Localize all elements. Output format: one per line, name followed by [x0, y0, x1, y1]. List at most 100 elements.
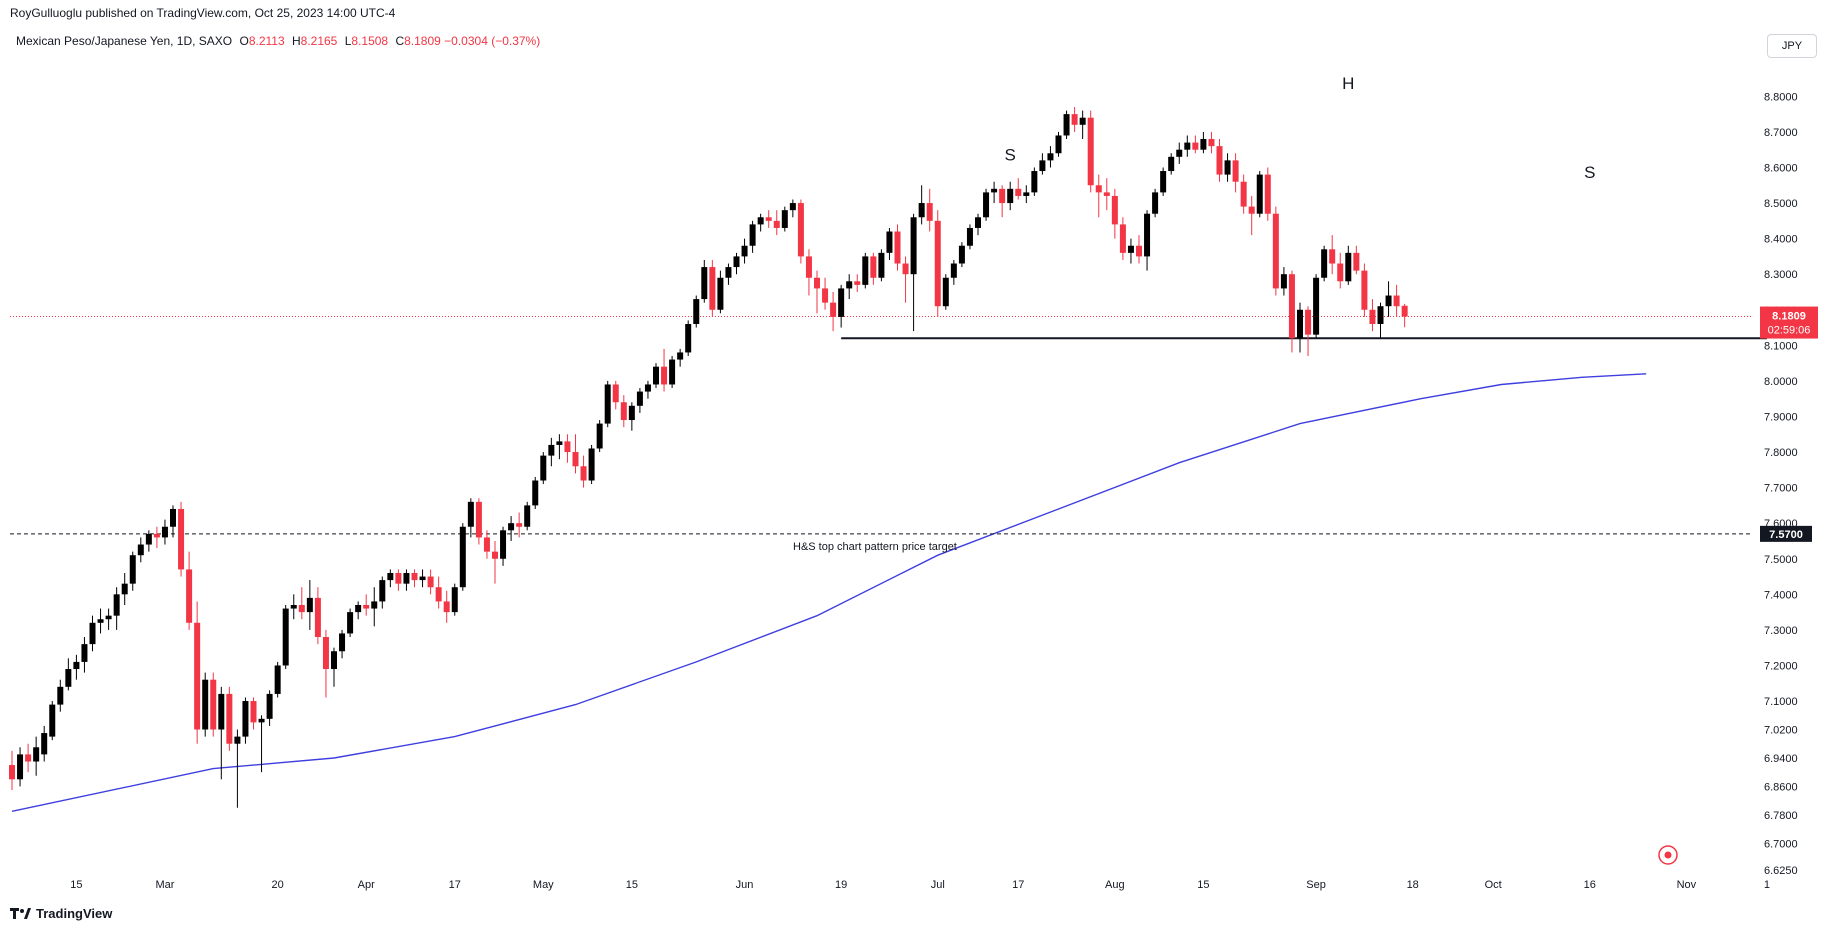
candle: [564, 434, 571, 463]
candle: [1136, 235, 1142, 264]
candle-body: [1136, 245, 1142, 257]
candle-body: [395, 572, 402, 584]
reference-lines-layer: H&S top chart pattern price target: [10, 316, 1767, 553]
candle-body: [685, 323, 692, 353]
x-tick-label: Nov: [1677, 879, 1697, 891]
currency-button[interactable]: JPY: [1767, 34, 1817, 58]
candle-body: [363, 605, 370, 609]
candle: [749, 220, 756, 253]
candle-body: [17, 754, 24, 780]
candle: [934, 210, 941, 317]
candle-body: [459, 526, 466, 588]
y-tick-label: 7.5000: [1764, 554, 1798, 566]
candle-body: [81, 644, 88, 662]
y-tick-label: 7.9000: [1764, 411, 1798, 423]
candle-body: [620, 402, 627, 421]
x-tick-label: 17: [1012, 879, 1024, 891]
time-axis[interactable]: 15 Mar 20 Apr 17 May 15 Jun 19 Jul 17 Aug 15 Sep 18 Oct…: [70, 879, 1770, 891]
candle-body: [89, 622, 96, 645]
candle-body: [467, 501, 474, 527]
candle: [483, 530, 490, 559]
candle-body: [1176, 149, 1183, 157]
candle-body: [1353, 252, 1360, 271]
x-tick-label: Jun: [736, 879, 754, 891]
candle: [1280, 267, 1287, 296]
symbol-name[interactable]: Mexican Peso/Japanese Yen, 1D, SAXO: [16, 34, 233, 48]
candle: [1176, 142, 1183, 164]
candle-body: [250, 701, 257, 723]
price-axis[interactable]: 8.80008.70008.60008.50008.40008.30008.20…: [1764, 91, 1798, 877]
candle-body: [838, 288, 845, 317]
candle: [475, 498, 482, 545]
candle-body: [1361, 270, 1368, 310]
candle: [306, 580, 313, 630]
candle-body: [1256, 174, 1263, 214]
candle: [57, 679, 64, 712]
candle: [1111, 188, 1118, 239]
candle-body: [894, 231, 901, 264]
candle: [1377, 302, 1384, 339]
candle-body: [942, 277, 949, 307]
x-tick-label: Sep: [1306, 879, 1326, 891]
candle-body: [564, 441, 571, 453]
candle: [902, 256, 909, 303]
candle: [234, 729, 241, 808]
candle: [1337, 252, 1344, 289]
candle-body: [435, 587, 442, 602]
candle-body: [556, 441, 563, 445]
candle-body: [540, 455, 547, 481]
candle-body: [950, 263, 957, 278]
candle-body: [266, 693, 273, 719]
footer-brand[interactable]: TradingView: [36, 906, 113, 921]
candle: [942, 274, 949, 310]
candle: [1256, 171, 1263, 218]
last-price-badge: [1760, 306, 1818, 339]
close-label: C: [395, 34, 405, 48]
price-badges: 7.5700 8.1809 02:59:06: [1658, 306, 1818, 865]
candle: [781, 206, 788, 232]
candle-body: [548, 444, 555, 456]
candle-body: [1039, 160, 1046, 172]
x-tick-label: 19: [835, 879, 847, 891]
candle: [572, 434, 579, 474]
candle: [274, 661, 281, 698]
candle-body: [403, 572, 410, 584]
symbol-legend: Mexican Peso/Japanese Yen, 1D, SAXO O8.2…: [16, 34, 540, 48]
candle: [314, 587, 321, 645]
candle: [950, 259, 957, 285]
y-tick-label: 6.9400: [1764, 753, 1798, 765]
candle: [1313, 274, 1320, 339]
candle-body: [210, 679, 217, 730]
candle-body: [878, 252, 885, 278]
candle: [355, 601, 362, 620]
candle-body: [910, 217, 917, 275]
candle-body: [1071, 114, 1078, 125]
candle-body: [934, 220, 941, 307]
x-tick-label: 18: [1407, 879, 1419, 891]
candle: [178, 501, 185, 577]
candle: [765, 210, 772, 228]
candle: [966, 224, 973, 250]
candle-body: [1087, 117, 1094, 186]
candle-body: [757, 217, 764, 225]
candle-body: [1329, 249, 1336, 264]
candle-body: [1208, 139, 1215, 147]
candle: [870, 252, 877, 285]
y-tick-label: 8.5000: [1764, 198, 1798, 210]
candle: [846, 274, 853, 300]
candle-body: [65, 669, 72, 687]
candle: [105, 608, 112, 630]
candle: [669, 356, 676, 389]
moving-average-line: [11, 373, 1647, 812]
candle: [741, 238, 748, 264]
candle-body: [145, 533, 152, 545]
candle-body: [218, 693, 225, 730]
candle: [17, 747, 24, 787]
candle: [1119, 217, 1126, 260]
x-tick-label: 1: [1764, 879, 1770, 891]
candle-body: [226, 693, 233, 744]
candle: [218, 686, 225, 780]
y-tick-label: 8.0000: [1764, 376, 1798, 388]
y-tick-label: 8.4000: [1764, 234, 1798, 246]
